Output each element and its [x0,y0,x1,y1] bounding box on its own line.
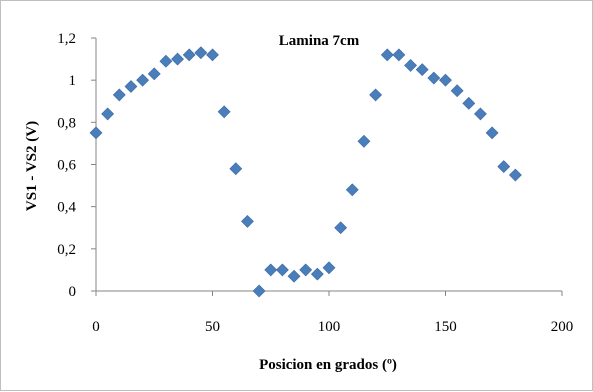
data-point [275,263,289,277]
data-point [497,160,511,174]
data-point [508,168,522,182]
data-point [310,267,324,281]
data-point [194,46,208,60]
x-tick-label: 0 [92,319,100,335]
data-point [404,58,417,72]
data-point [462,96,476,110]
data-point [439,73,452,87]
data-point [182,48,196,62]
data-point [299,263,313,277]
y-axis-ticks: 0 0,2 0,4 0,6 0,8 1 1,2 [57,31,96,300]
data-point [171,52,184,66]
data-point [427,71,441,85]
data-point [334,221,348,235]
data-points [89,46,522,298]
data-point [241,215,254,228]
data-point [206,48,219,62]
data-point [322,261,336,275]
data-point [415,63,429,77]
data-point [112,88,126,102]
x-tick-label: 200 [551,319,574,335]
y-tick-label: 0,8 [57,115,76,131]
data-point [147,67,161,81]
x-tick-label: 100 [318,319,341,335]
data-point [217,105,231,119]
data-point [124,80,138,93]
y-tick-label: 1 [69,73,77,89]
data-point [136,73,150,87]
data-point [369,88,383,102]
x-tick-label: 50 [205,319,220,335]
x-tick-label: 150 [434,319,457,335]
y-tick-label: 0,2 [57,242,76,258]
data-point [264,263,278,277]
data-point [345,183,359,197]
data-point [159,54,173,68]
y-tick-label: 0 [69,284,77,300]
y-axis-title: VS1 - VS2 (V) [24,121,40,211]
data-point [229,162,243,176]
data-point [252,284,266,298]
data-point [392,48,406,62]
data-point [474,107,487,121]
data-point [485,126,499,140]
x-axis-title: Posicion en grados (º) [259,357,397,373]
y-tick-label: 0,6 [57,158,76,174]
data-point [89,126,103,140]
data-point [450,84,464,98]
chart-title: Lamina 7cm [279,33,360,49]
data-point [101,107,115,121]
y-tick-label: 1,2 [57,31,76,47]
data-point [380,48,394,62]
x-axis-ticks: 0 50 100 150 200 [92,291,573,335]
data-point [287,269,301,283]
y-tick-label: 0,4 [57,200,76,216]
data-point [357,134,371,148]
